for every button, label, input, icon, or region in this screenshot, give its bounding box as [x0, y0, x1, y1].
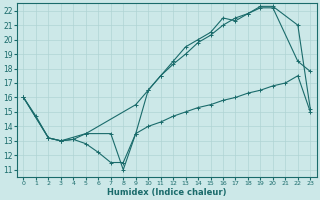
X-axis label: Humidex (Indice chaleur): Humidex (Indice chaleur)	[107, 188, 227, 197]
